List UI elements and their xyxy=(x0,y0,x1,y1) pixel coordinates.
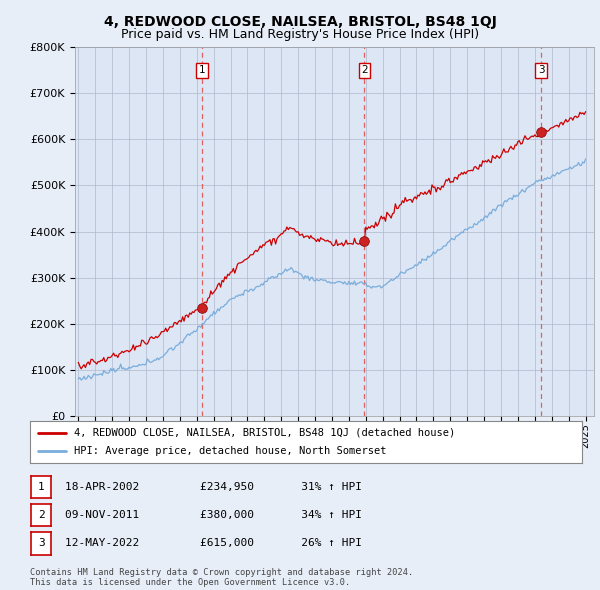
Text: 4, REDWOOD CLOSE, NAILSEA, BRISTOL, BS48 1QJ (detached house): 4, REDWOOD CLOSE, NAILSEA, BRISTOL, BS48… xyxy=(74,428,455,438)
Text: 1: 1 xyxy=(38,482,44,491)
Text: 18-APR-2002         £234,950       31% ↑ HPI: 18-APR-2002 £234,950 31% ↑ HPI xyxy=(65,482,362,491)
Text: Price paid vs. HM Land Registry's House Price Index (HPI): Price paid vs. HM Land Registry's House … xyxy=(121,28,479,41)
Text: Contains HM Land Registry data © Crown copyright and database right 2024.
This d: Contains HM Land Registry data © Crown c… xyxy=(30,568,413,587)
Text: 1: 1 xyxy=(199,65,205,76)
Text: 3: 3 xyxy=(38,539,44,548)
Text: 2: 2 xyxy=(361,65,368,76)
Text: 09-NOV-2011         £380,000       34% ↑ HPI: 09-NOV-2011 £380,000 34% ↑ HPI xyxy=(65,510,362,520)
Text: 3: 3 xyxy=(538,65,544,76)
Text: 12-MAY-2022         £615,000       26% ↑ HPI: 12-MAY-2022 £615,000 26% ↑ HPI xyxy=(65,539,362,548)
Text: HPI: Average price, detached house, North Somerset: HPI: Average price, detached house, Nort… xyxy=(74,446,386,456)
Text: 2: 2 xyxy=(38,510,44,520)
Text: 4, REDWOOD CLOSE, NAILSEA, BRISTOL, BS48 1QJ: 4, REDWOOD CLOSE, NAILSEA, BRISTOL, BS48… xyxy=(104,15,496,29)
